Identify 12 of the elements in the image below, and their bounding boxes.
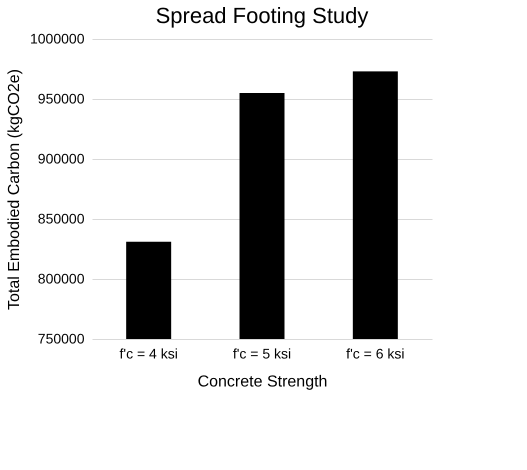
y-tick-label: 750000: [38, 330, 85, 346]
x-tick-label: f'c = 5 ksi: [232, 346, 292, 362]
chart-title: Spread Footing Study: [156, 3, 368, 28]
y-axis-title: Total Embodied Carbon (kgCO2e): [6, 68, 23, 310]
y-tick-label: 900000: [38, 150, 85, 166]
y-tick-label: 1000000: [30, 30, 85, 46]
x-tick-label: f'c = 6 ksi: [346, 346, 404, 362]
y-tick-label: 800000: [38, 270, 85, 286]
y-tick-label: 950000: [38, 90, 85, 106]
y-tick-label: 850000: [38, 210, 85, 226]
x-axis-title: Concrete Strength: [198, 374, 328, 390]
x-tick-label: f'c = 4 ksi: [120, 346, 178, 362]
